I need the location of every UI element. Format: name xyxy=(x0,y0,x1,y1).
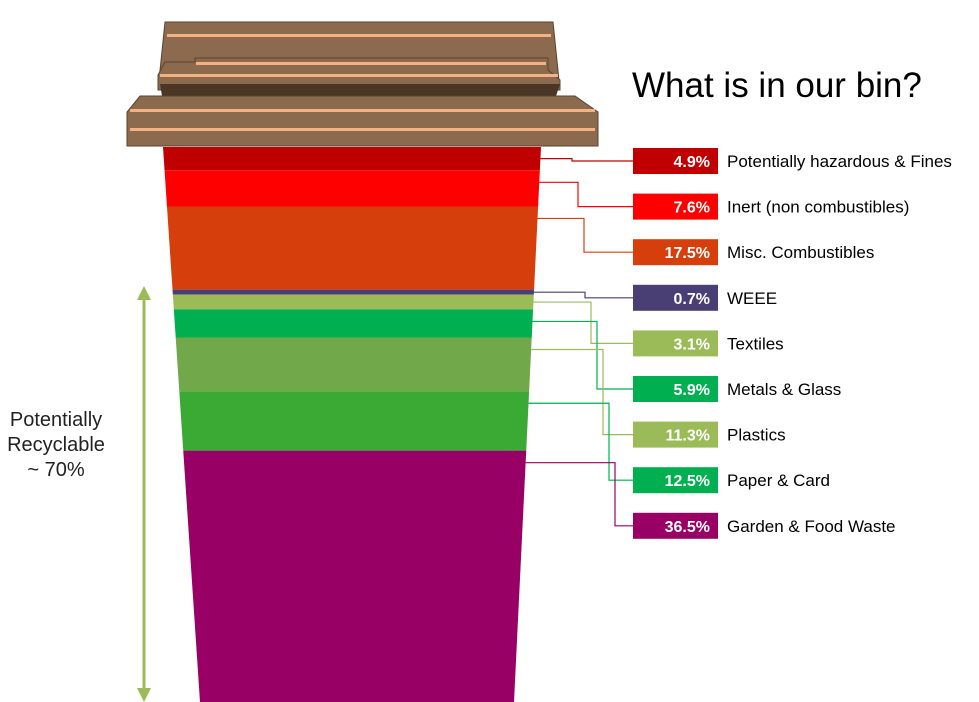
bin-layer xyxy=(163,147,541,171)
connector-line xyxy=(525,462,633,527)
arrow-head-down xyxy=(137,688,151,702)
value-badge xyxy=(633,239,718,266)
value-badge xyxy=(633,512,718,539)
bin-layer xyxy=(164,170,540,207)
value-label: 4.9% xyxy=(674,154,710,171)
category-label: WEEE xyxy=(727,289,777,308)
connector-line xyxy=(528,402,633,481)
bin-body xyxy=(163,147,541,702)
value-label: 7.6% xyxy=(674,200,710,217)
lid-front xyxy=(126,95,599,147)
annotation-line: Potentially xyxy=(9,409,103,431)
connector-line xyxy=(531,348,633,436)
value-badge xyxy=(633,376,718,402)
lid-stripe xyxy=(130,109,595,112)
annotation-line: ~ 70% xyxy=(27,459,85,481)
value-badge xyxy=(633,284,718,311)
lid-stripe xyxy=(130,128,595,131)
connector-line xyxy=(537,217,633,253)
lid-stripe xyxy=(167,34,551,37)
bin-layer xyxy=(172,294,534,310)
value-badge xyxy=(633,330,718,357)
category-label: Potentially hazardous & Fines xyxy=(727,152,952,171)
category-label: Textiles xyxy=(727,334,784,353)
category-label: Inert (non combustibles) xyxy=(727,198,909,217)
value-badge xyxy=(633,193,718,220)
bin-layer xyxy=(175,337,532,392)
value-label: 11.3% xyxy=(666,428,710,445)
value-label: 0.7% xyxy=(674,291,710,308)
category-label: Plastics xyxy=(727,426,786,445)
value-label: 5.9% xyxy=(674,382,710,399)
value-badge xyxy=(633,421,718,448)
bin-layer xyxy=(172,289,535,295)
connector-line xyxy=(533,291,633,299)
value-label: 12.5% xyxy=(665,473,710,490)
value-badge xyxy=(633,148,718,174)
legend-labels: 4.9% Potentially hazardous & Fines 7.6% Ine… xyxy=(633,148,952,539)
category-label: Metals & Glass xyxy=(727,380,841,399)
value-label: 17.5% xyxy=(665,245,710,262)
category-label: Garden & Food Waste xyxy=(727,517,896,536)
chart-title: What is in our bin? xyxy=(632,66,922,105)
connector-line xyxy=(540,158,633,162)
connector-line xyxy=(532,320,633,390)
bin-layer xyxy=(179,391,530,451)
lid-stripe xyxy=(160,74,558,77)
recyclable-annotation: Potentially Recyclable ~ 70% xyxy=(0,408,112,483)
lid-shadow xyxy=(160,84,560,96)
lid-stripe xyxy=(196,62,546,65)
bin-layer xyxy=(173,309,534,338)
value-label: 3.1% xyxy=(674,336,710,353)
category-label: Paper & Card xyxy=(727,471,830,490)
bin-lid xyxy=(126,21,599,147)
value-badge xyxy=(633,467,718,494)
connector-lines xyxy=(525,158,633,527)
arrow-head-up xyxy=(137,286,151,300)
recyclable-arrow xyxy=(137,286,151,702)
category-label: Misc. Combustibles xyxy=(727,243,874,262)
value-label: 36.5% xyxy=(665,519,710,536)
bin-layer xyxy=(166,206,539,290)
annotation-line: Recyclable xyxy=(7,434,105,456)
connector-line xyxy=(539,181,633,208)
connector-line xyxy=(533,301,633,344)
bin-layer xyxy=(183,450,527,702)
